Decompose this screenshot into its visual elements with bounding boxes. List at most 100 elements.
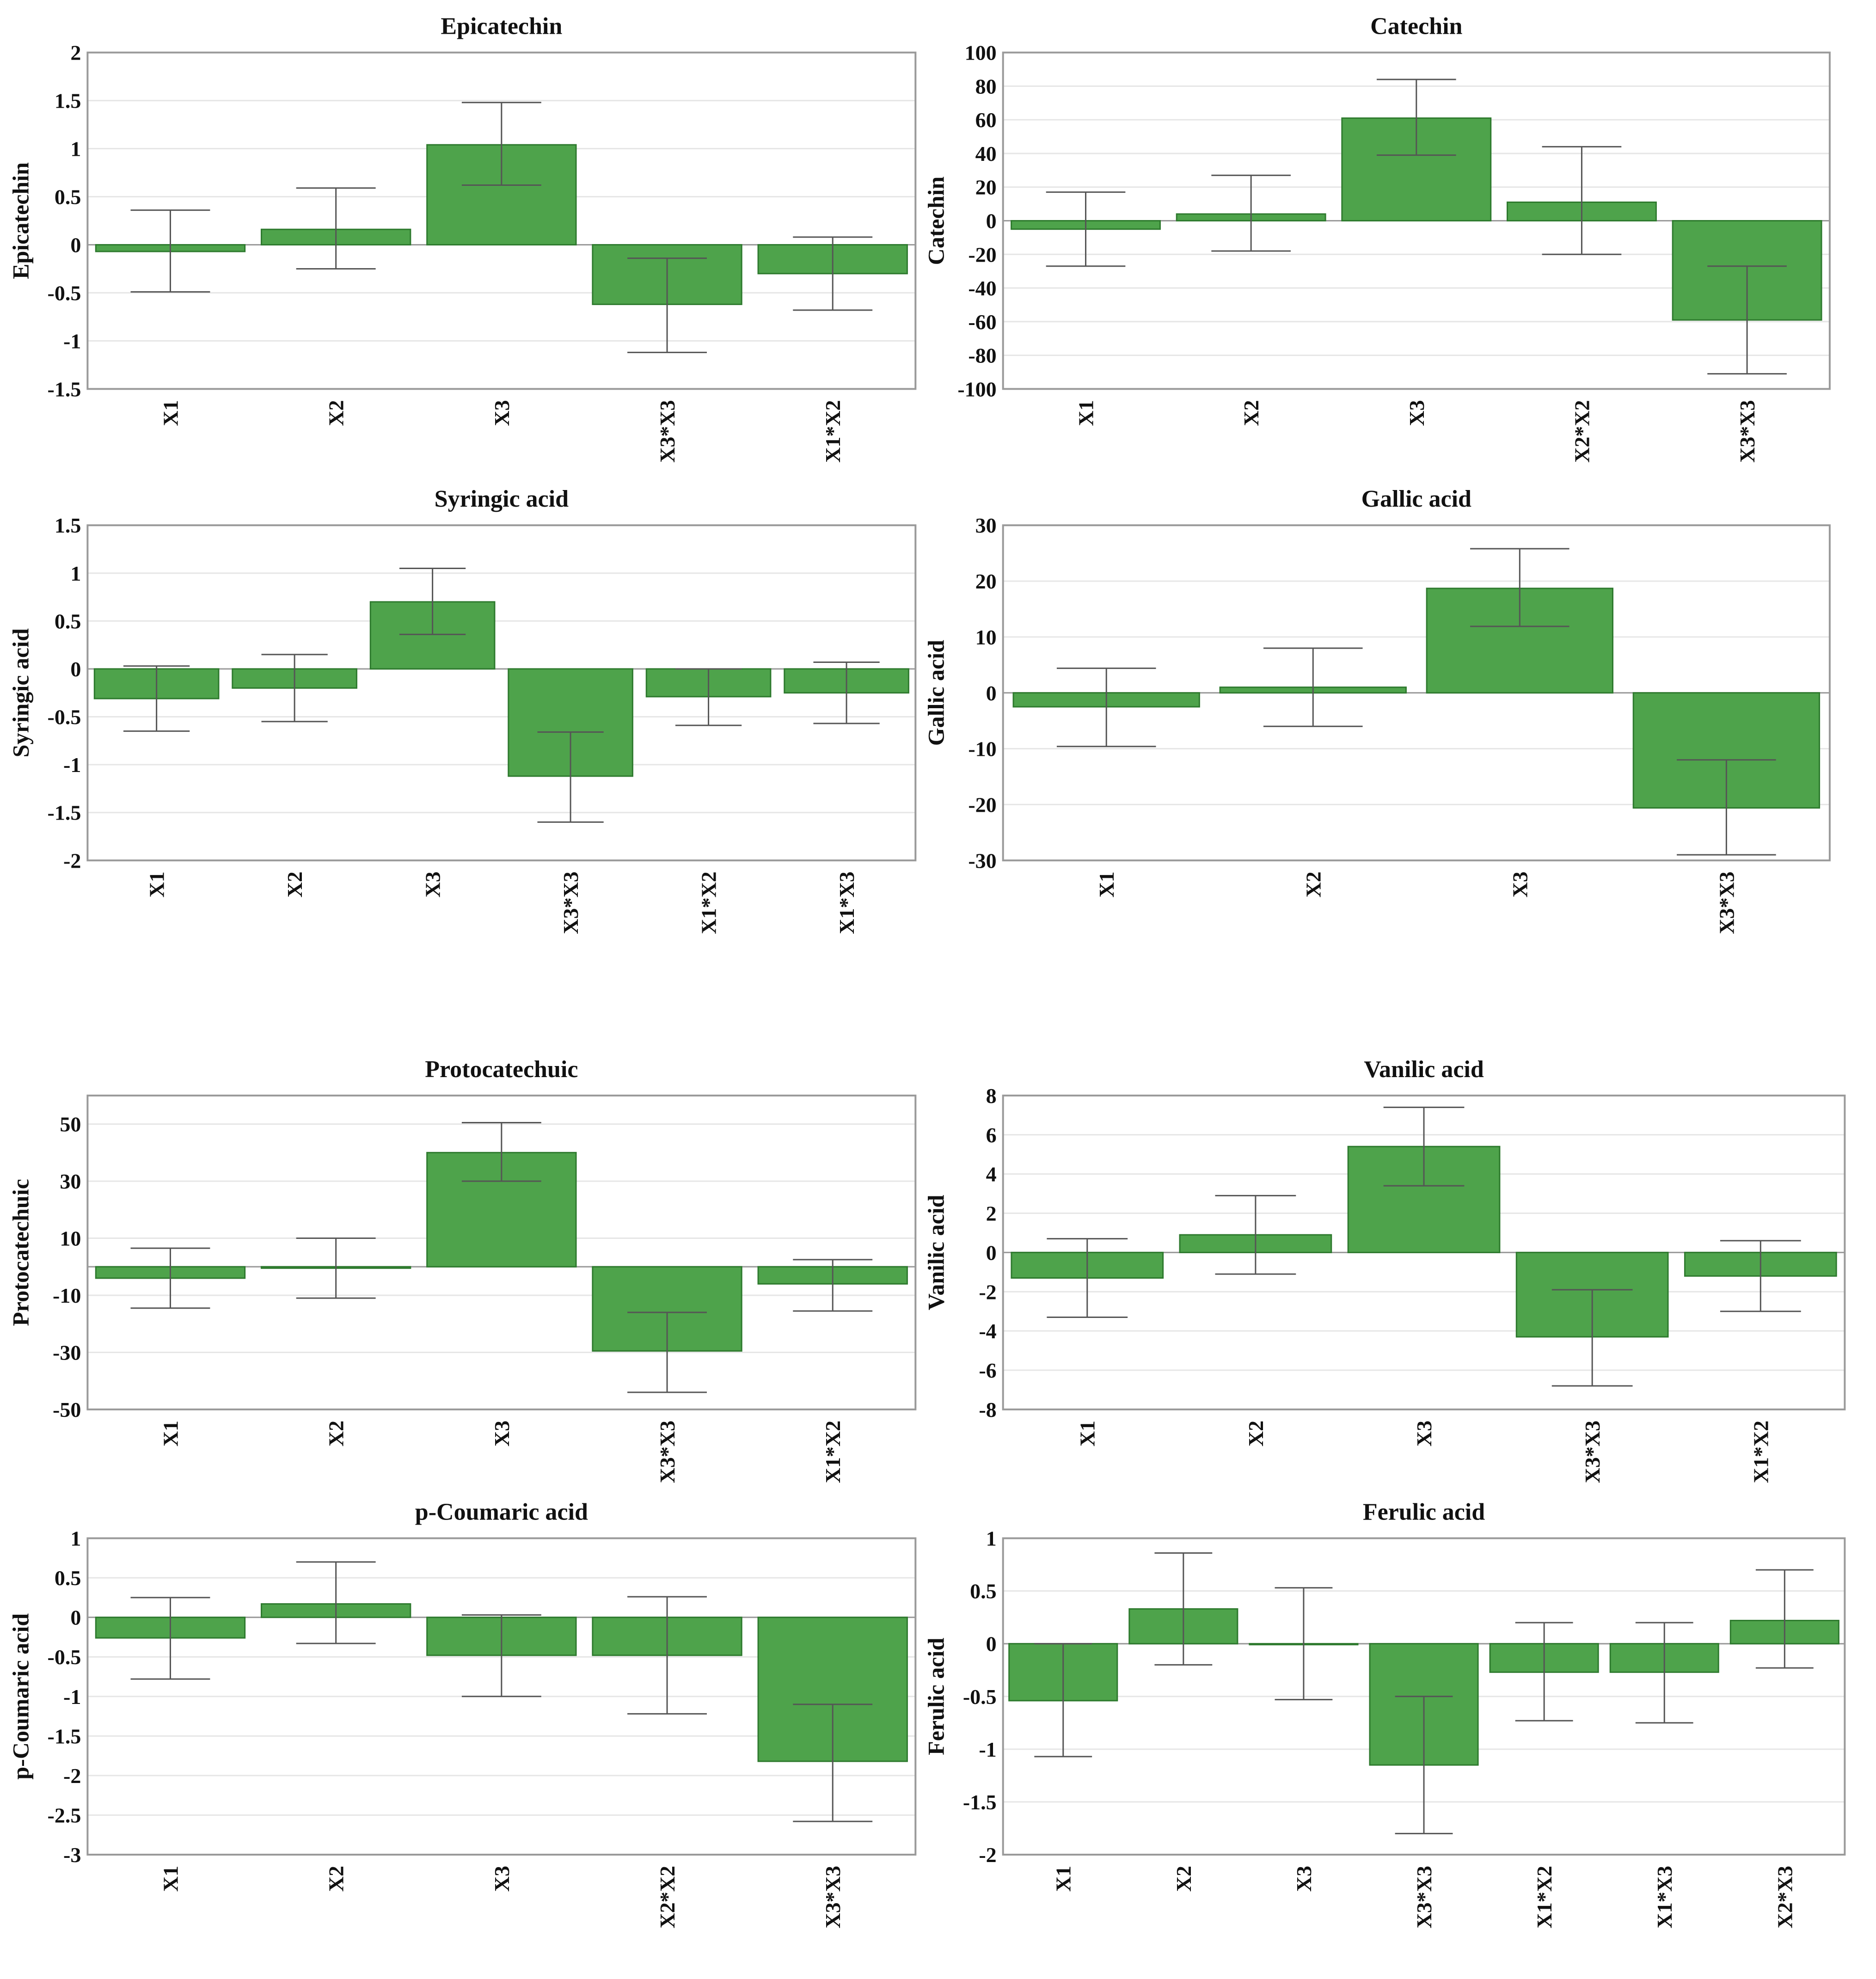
y-tick-label: 20 [975,176,997,199]
y-axis-label: Epicatechin [7,162,33,279]
x-tick-label: X2 [325,1421,348,1446]
error-bar-x1 [130,1597,210,1680]
x-tick-label: X2 [325,1866,348,1892]
x-tick-label: X1*X2 [1533,1866,1556,1928]
x-tick-label: X3 [1412,1421,1436,1446]
error-bar-x1xx2 [675,668,742,726]
plot-frame [1002,524,1831,862]
x-tick-label: X1*X2 [697,871,721,934]
y-tick-label: -0.5 [48,705,81,729]
y-tick-label: 80 [975,74,997,98]
y-tick-label: -0.5 [48,281,81,305]
y-tick-label: 60 [975,108,997,132]
error-bar-x3xx3 [1677,759,1776,856]
x-tick-label: X3*X3 [656,400,679,462]
y-tick-label: 1.5 [55,89,81,113]
y-tick-label: 0 [70,233,81,257]
y-tick-label: 8 [986,1084,997,1108]
y-axis-label: Protocatechuic [7,1179,33,1326]
error-bar-x3xx3 [627,257,707,353]
x-tick-label: X2 [1301,871,1325,897]
y-tick-label: -1.5 [48,801,81,825]
y-tick-label: -1 [63,753,81,777]
error-bar-x1 [1034,1643,1092,1758]
y-axis-label: Ferulic acid [923,1638,949,1755]
x-tick-label: X2*X2 [656,1866,679,1928]
y-tick-label: -2.5 [48,1803,81,1827]
y-tick-label: -0.5 [963,1685,997,1709]
y-tick-label: -10 [53,1284,81,1307]
y-tick-label: 1.5 [55,514,81,537]
x-tick-label: X1*X3 [835,871,858,934]
x-tick-label: X3 [490,1866,514,1892]
error-bar-x3 [461,1122,541,1182]
y-tick-label: 0 [70,657,81,681]
chart-4-protocatechuic: Protocatechuic 50 30 10 -10 -30 -50 X1 X2 X3 X3*X3… [7,1056,917,1483]
chart-title: Catechin [1370,13,1462,40]
y-tick-label: 0 [70,1606,81,1630]
error-bar-x2 [296,1238,376,1299]
x-tick-label: X1 [159,1421,182,1446]
plot-frame [86,1537,917,1856]
y-tick-label: 0.5 [55,609,81,633]
error-bar-x3 [399,567,466,635]
y-axis-label: Gallic acid [923,640,949,746]
x-tick-label: X3*X3 [656,1421,679,1483]
y-tick-label: -1 [63,329,81,353]
x-tick-label: X3*X3 [1412,1866,1436,1928]
error-bar-x2xx2 [627,1596,707,1715]
y-tick-label: 6 [986,1123,997,1147]
y-tick-label: 0 [986,681,997,705]
x-tick-label: X1 [145,871,169,897]
y-tick-label: 0.5 [55,185,81,209]
plot-frame [1002,51,1831,390]
chart-7-ferulic-acid: Ferulic acid 1 0.5 0 -0.5 -1 -1.5 -2 X1 X2 X3 X3*X3… [923,1499,1846,1928]
x-tick-label: X1 [1076,1421,1099,1446]
chart-2-syringic-acid: Syringic acid 1.5 1 0.5 0 -0.5 -1 -1.5 -2 X1 X2 X3 X… [7,486,917,934]
y-tick-label: 100 [965,41,997,65]
x-tick-label: X3*X3 [1735,400,1759,462]
error-bar-x3 [1376,79,1456,156]
y-tick-label: 2 [986,1202,997,1225]
error-bar-x2 [296,187,376,270]
y-axis-label: Syringic acid [7,628,33,757]
error-bar-x1xx2 [1720,1240,1801,1312]
error-bar-x1xx3 [1635,1622,1693,1724]
y-tick-label: 50 [60,1113,81,1136]
x-tick-label: X1*X2 [821,1421,845,1483]
y-axis-label: p-Coumaric acid [7,1613,33,1780]
x-tick-label: X2*X2 [1570,400,1594,462]
y-tick-label: 30 [975,514,997,537]
error-bar-x3 [461,102,541,186]
error-bar-x2 [1211,174,1291,252]
x-tick-label: X3 [1508,871,1532,897]
x-tick-label: X3*X3 [1715,871,1738,934]
y-tick-label: -60 [968,310,996,334]
error-bar-x2 [1263,647,1363,727]
plot-frame [86,524,917,862]
y-tick-label: 1 [70,1527,81,1550]
error-bar-x3 [1275,1587,1333,1701]
chart-title: Gallic acid [1361,486,1471,512]
error-bar-x1 [1046,191,1126,267]
y-tick-label: -1 [63,1685,81,1709]
error-bar-x2 [296,1561,376,1644]
x-tick-label: X1 [1074,400,1097,426]
y-tick-label: -20 [968,243,996,266]
error-bar-x1xx2 [793,1259,873,1312]
x-tick-label: X3*X3 [559,871,582,934]
x-tick-label: X1*X2 [1749,1421,1772,1483]
y-tick-label: -50 [53,1398,81,1421]
y-tick-label: 1 [70,137,81,161]
x-tick-label: X2 [1172,1866,1195,1892]
y-tick-label: -1.5 [963,1790,997,1814]
y-tick-label: -2 [979,1280,996,1304]
error-bar-x2xx2 [1542,146,1622,255]
chart-1-catechin: Catechin 100 80 60 40 20 0 -20 -40 -60 -80 -100 X1 X2… [923,13,1831,463]
chart-3-gallic-acid: Gallic acid 30 20 10 0 -10 -20 -30 X1 X2 X3 X3*X3 Ga… [923,486,1831,934]
y-tick-label: 0 [986,1241,997,1264]
y-axis-label: Vanilic acid [923,1195,949,1310]
y-tick-label: -40 [968,276,996,300]
error-bar-x2 [1215,1195,1296,1275]
error-bar-x3 [461,1614,541,1697]
